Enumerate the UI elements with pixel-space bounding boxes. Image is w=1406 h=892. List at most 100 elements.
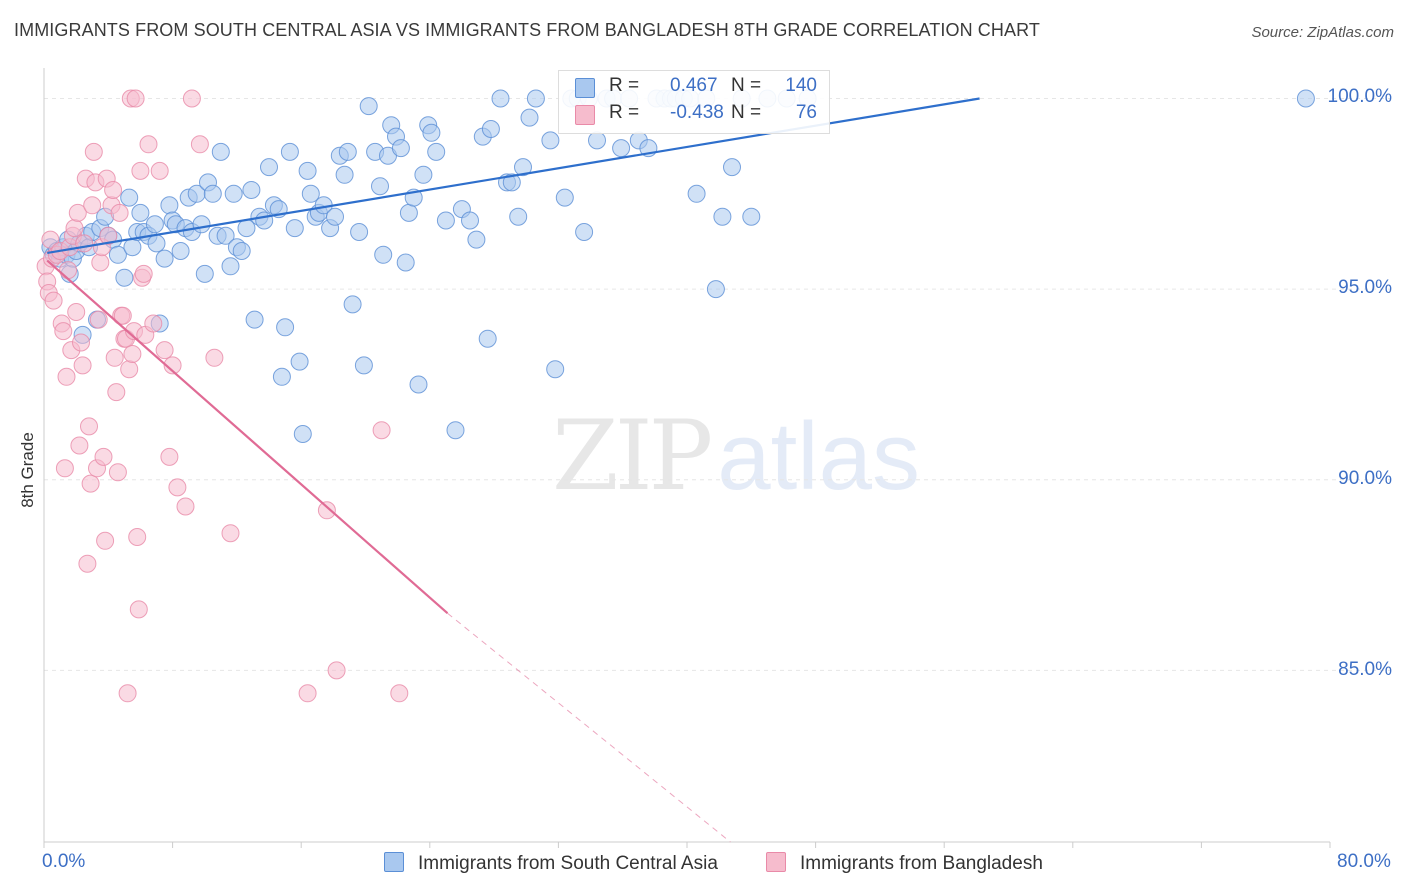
data-point-pink (81, 474, 100, 493)
data-point-blue (612, 139, 631, 158)
data-point-blue (192, 215, 211, 234)
data-point-blue (326, 207, 344, 226)
r-value: -0.438 (670, 102, 724, 123)
data-point-blue (491, 89, 510, 108)
data-point-pink (160, 447, 179, 466)
data-point-pink (317, 501, 336, 520)
data-point-blue (391, 139, 410, 158)
watermark-atlas: atlas (717, 403, 920, 510)
data-point-blue (422, 123, 441, 142)
data-point-pink (72, 333, 90, 352)
data-point-pink (176, 497, 195, 516)
y-tick-label-85: 85.0% (1338, 659, 1392, 680)
data-point-pink (83, 196, 102, 215)
r-label: R = (609, 102, 640, 123)
data-point-blue (555, 188, 574, 207)
watermark: ZIPatlas (552, 400, 920, 512)
data-point-blue (526, 89, 545, 108)
data-point-pink (67, 303, 86, 321)
data-point-pink (110, 203, 129, 222)
data-point-blue (245, 310, 264, 329)
data-point-pink (327, 661, 346, 680)
data-point-pink (68, 203, 87, 222)
data-point-blue (350, 223, 369, 241)
data-point-pink (123, 345, 142, 363)
data-point-pink (182, 89, 201, 108)
data-point-blue (575, 223, 594, 241)
data-point-pink (107, 383, 126, 402)
data-point-blue (478, 329, 497, 348)
data-point-pink (205, 348, 224, 367)
legend-item-bangladesh: Immigrants from Bangladesh (766, 852, 1043, 875)
data-point-blue (687, 184, 706, 203)
data-point-pink (390, 684, 409, 703)
legend-swatch-pink (575, 105, 595, 125)
legend-swatch-blue (575, 78, 595, 98)
data-point-pink (78, 554, 97, 573)
n-value: 76 (795, 102, 817, 123)
data-point-blue (285, 219, 304, 238)
source-label: Source: ZipAtlas.com (1251, 24, 1394, 41)
axis-layer (43, 68, 1331, 848)
data-point-pink (190, 135, 209, 154)
data-point-pink (73, 356, 92, 375)
data-point-pink (144, 314, 163, 333)
data-point-pink (129, 600, 148, 619)
data-point-pink (139, 135, 158, 154)
data-point-blue (131, 203, 150, 222)
data-point-blue (354, 356, 373, 375)
trend-line-dashed-pink (447, 612, 731, 843)
data-point-blue (147, 234, 166, 253)
y-tick-label-90: 90.0% (1338, 468, 1392, 489)
data-point-blue (171, 242, 190, 260)
data-point-blue (108, 245, 127, 264)
data-point-blue (232, 242, 251, 260)
data-point-blue (276, 318, 295, 337)
data-point-blue (155, 249, 174, 268)
data-point-pink (131, 161, 150, 180)
data-point-blue (414, 165, 433, 184)
data-point-blue (409, 375, 428, 394)
data-point-pink (113, 306, 132, 325)
data-point-pink (44, 291, 63, 310)
r-value: 0.467 (670, 75, 718, 96)
y-axis-label: 8th Grade (18, 432, 37, 508)
data-point-blue (160, 196, 179, 215)
data-point-pink (298, 684, 317, 703)
data-point-pink (75, 234, 94, 253)
data-point-blue (203, 184, 222, 203)
data-point-blue (123, 238, 142, 257)
data-point-pink (120, 360, 139, 379)
data-point-pink (94, 447, 113, 466)
data-point-blue (255, 211, 274, 230)
data-point-blue (290, 352, 309, 371)
data-point-blue (216, 226, 235, 245)
data-point-blue (520, 108, 539, 127)
data-point-blue (145, 215, 164, 234)
x-tick-label-min: 0.0% (42, 851, 86, 872)
data-point-blue (242, 181, 261, 199)
points-layer (36, 89, 1315, 703)
data-point-blue (293, 425, 312, 443)
legend-item-south-central-asia: Immigrants from South Central Asia (384, 852, 718, 875)
data-point-pink (105, 348, 124, 367)
data-point-pink (128, 528, 147, 546)
data-point-pink (104, 181, 123, 199)
y-tick-label-95: 95.0% (1338, 277, 1392, 298)
data-point-pink (118, 684, 137, 703)
x-tick-label-max: 80.0% (1337, 851, 1391, 872)
n-label: N = (731, 102, 762, 123)
data-point-pink (54, 322, 73, 341)
data-point-blue (742, 207, 761, 226)
data-point-blue (221, 257, 240, 276)
data-point-pink (372, 421, 391, 440)
data-point-pink (155, 341, 174, 360)
data-point-blue (436, 211, 455, 230)
chart-title: IMMIGRANTS FROM SOUTH CENTRAL ASIA VS IM… (14, 20, 1040, 40)
data-point-blue (502, 173, 521, 192)
data-point-pink (65, 219, 84, 238)
data-point-blue (301, 184, 320, 203)
data-point-blue (335, 165, 354, 184)
data-point-blue (481, 120, 500, 138)
data-point-pink (84, 142, 103, 161)
